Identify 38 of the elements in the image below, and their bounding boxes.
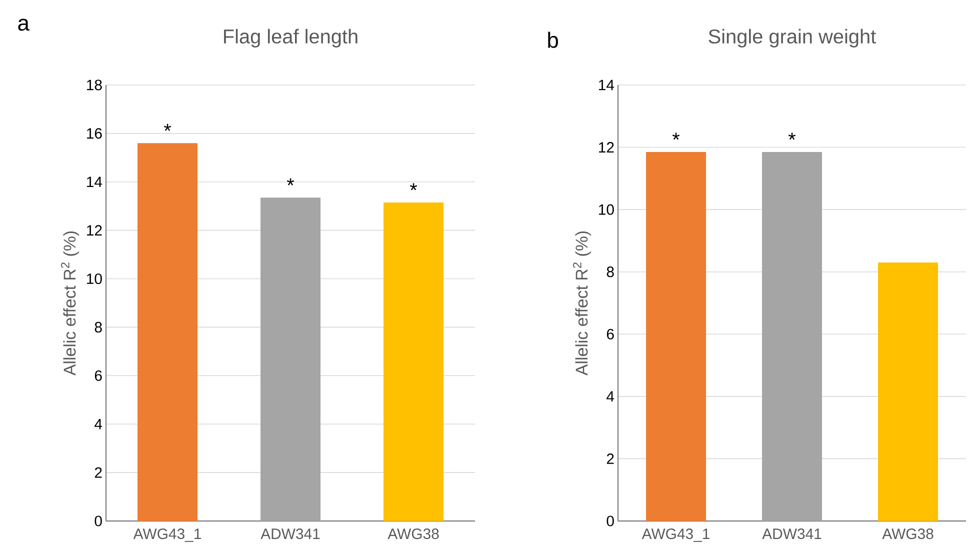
y-tick-label: 10	[599, 204, 614, 215]
annotation: *	[164, 124, 172, 131]
y-tick-label: 14	[599, 80, 614, 90]
y-tick-label: 2	[606, 453, 614, 464]
y-tick-label: 2	[94, 467, 102, 478]
chart-title: Flag leaf length	[224, 28, 358, 48]
y-tick-label: 14	[87, 176, 102, 188]
x-tick-label: ADW341	[260, 528, 320, 540]
chart-title: Single grain weight	[708, 28, 876, 48]
x-tick-label: AWG38	[882, 528, 934, 540]
bar	[260, 198, 321, 521]
annotation: *	[672, 132, 680, 140]
y-tick-label: 18	[87, 80, 102, 90]
x-tick-label: AWG38	[388, 528, 439, 540]
y-tick-label: 12	[599, 142, 614, 152]
y-tick-label: 8	[606, 266, 614, 278]
x-tick-label: AWG43_1	[133, 528, 201, 542]
y-tick-label: 10	[87, 273, 102, 284]
annotation: *	[410, 183, 418, 190]
text: a	[18, 18, 30, 31]
y-tick-label: 6	[606, 328, 614, 340]
y-tick-label: 4	[94, 418, 102, 430]
x-tick-label: AWG43_1	[642, 528, 710, 542]
annotation: *	[788, 132, 796, 140]
bar	[138, 143, 198, 521]
y-tick-label: 0	[94, 516, 102, 526]
text: b	[548, 32, 558, 48]
y-tick-label: 8	[94, 322, 102, 332]
y-axis-title: Allelic effect R$^{2}$ (%)	[572, 231, 592, 376]
y-tick-label: 16	[87, 128, 102, 139]
annotation: *	[286, 178, 294, 186]
y-tick-label: 6	[94, 370, 102, 381]
y-axis-title: Allelic effect R$^{2}$ (%)	[60, 231, 80, 376]
x-tick-label: ADW341	[762, 528, 822, 540]
bar	[384, 202, 444, 521]
y-tick-label: 4	[606, 391, 614, 402]
y-tick-label: 12	[87, 225, 102, 236]
y-tick-label: 0	[606, 516, 614, 526]
